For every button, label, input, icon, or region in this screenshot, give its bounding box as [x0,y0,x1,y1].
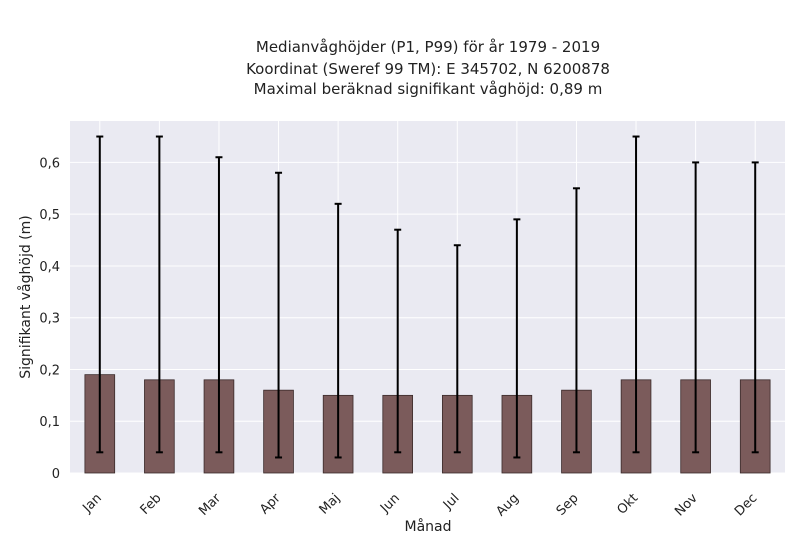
error-bar-aug [513,218,521,459]
title-line-2: Koordinat (Sweref 99 TM): E 345702, N 62… [246,60,610,78]
y-tick-label: 0,6 [39,156,60,171]
x-tick-label: Aug [493,491,522,520]
x-tick-label: Feb [138,491,165,518]
error-bar-jun [394,228,402,454]
error-bar-okt [632,135,640,454]
x-tick-label: Sep [554,491,582,519]
y-tick-label: 0,1 [39,415,60,430]
error-bars [96,135,759,459]
title-line-3: Maximal beräknad signifikant våghöjd: 0,… [254,80,603,98]
error-bar-mar [215,156,223,454]
y-tick-label: 0,5 [39,208,60,223]
error-bar-sep [572,187,580,454]
x-axis-ticks: Jan Feb Mar Apr Maj Jun Jul Aug Sep Okt Nov Dec [79,490,760,519]
x-tick-label: Dec [732,491,760,519]
title-line-1: Medianvåghöjder (P1, P99) för år 1979 - … [256,38,600,56]
error-bar-feb [155,135,163,454]
x-tick-label: Jan [79,491,104,516]
x-tick-label: Maj [317,491,344,518]
x-tick-label: Nov [672,491,701,520]
error-bar-jan [96,135,104,454]
error-bar-dec [751,161,759,454]
error-bar-maj [334,202,342,459]
y-tick-label: 0 [52,467,60,482]
plot-area [70,121,785,473]
error-bar-nov [692,161,700,454]
x-tick-label: Mar [196,490,224,518]
y-axis-label: Signifikant våghöjd (m) [17,215,34,378]
y-tick-label: 0,2 [39,363,60,378]
y-tick-label: 0,3 [39,312,60,327]
x-axis-label: Månad [405,518,452,535]
error-bar-jul [453,244,461,454]
chart-title: Medianvåghöjder (P1, P99) för år 1979 - … [246,38,610,98]
y-tick-label: 0,4 [39,260,60,275]
x-tick-label: Okt [614,491,641,518]
x-tick-label: Apr [257,490,284,517]
x-tick-label: Jul [440,491,462,513]
x-tick-label: Jun [377,491,403,517]
y-axis-ticks: 0 0,1 0,2 0,3 0,4 0,5 0,6 [39,156,60,482]
error-bar-apr [275,171,283,459]
